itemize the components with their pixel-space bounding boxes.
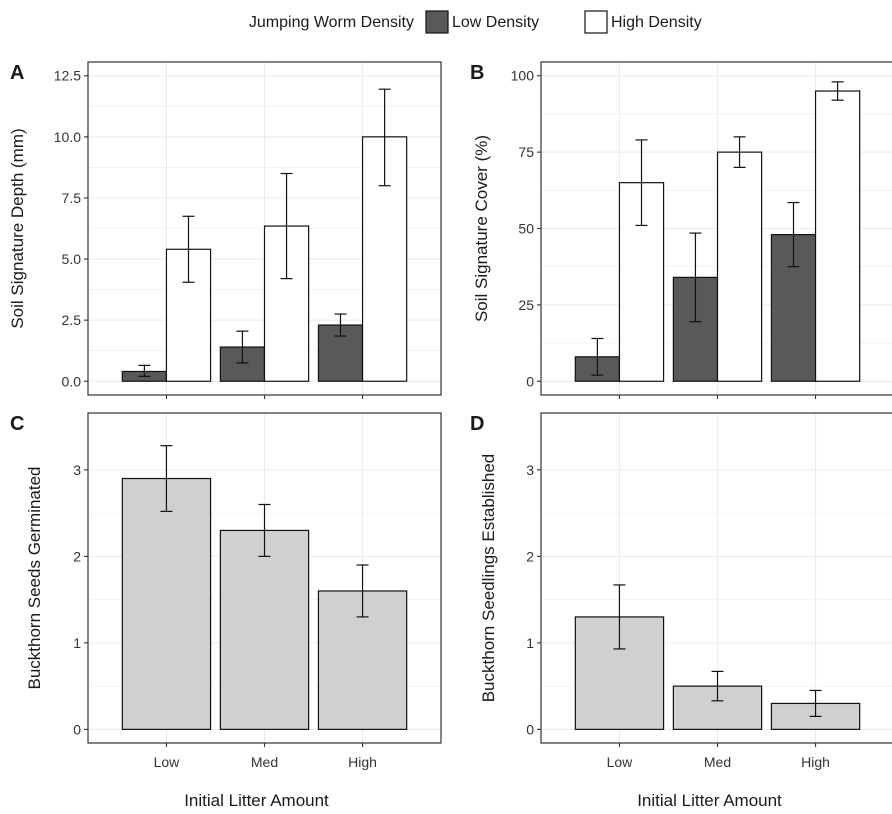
x-tick-label: Med <box>704 754 731 770</box>
panel-letter: B <box>470 62 484 84</box>
y-tick-label: 10.0 <box>54 129 81 145</box>
legend-label-low-density: Low Density <box>452 14 539 31</box>
legend-key-high-density <box>584 10 608 34</box>
y-tick-label: 0 <box>526 721 534 737</box>
y-tick-label: 0 <box>526 373 534 389</box>
y-tick-label: 2.5 <box>62 312 82 328</box>
panel-c: 0 1 2 3 Low Med High Buckthorn Seeds Germinated… <box>10 412 442 810</box>
x-tick-label: High <box>801 754 830 770</box>
legend: Jumping Worm Density Low Density High De… <box>249 10 702 34</box>
y-tick-label: 7.5 <box>62 190 82 206</box>
bar <box>814 90 861 382</box>
legend-key-low-density <box>425 10 449 34</box>
panel-letter: C <box>10 413 24 435</box>
y-tick-label: 3 <box>73 462 81 478</box>
y-tick-label: 100 <box>511 68 535 84</box>
y-tick-label: 75 <box>518 144 534 160</box>
y-tick-label: 5.0 <box>62 251 82 267</box>
x-tick-label: High <box>348 754 377 770</box>
bar <box>219 529 310 730</box>
y-axis-label: Soil Signature Depth (mm) <box>8 128 27 328</box>
y-tick-label: 2 <box>526 548 534 564</box>
panel-a: 0.0 2.5 5.0 7.5 10.0 12.5 Soil Signature Depth… <box>8 61 442 399</box>
panel-b: 0 25 50 75 100 Soil Signature Cover (%) B <box>470 61 892 399</box>
y-axis-label: Soil Signature Cover (%) <box>472 135 491 322</box>
y-axis-label: Buckthorn Seeds Germinated <box>25 466 44 689</box>
x-axis-label: Initial Litter Amount <box>637 791 782 809</box>
y-tick-label: 50 <box>518 221 534 237</box>
y-tick-label: 1 <box>73 635 81 651</box>
legend-label-high-density: High Density <box>611 14 702 31</box>
y-tick-label: 25 <box>518 297 534 313</box>
panel-letter: D <box>470 413 484 435</box>
legend-title: Jumping Worm Density <box>249 14 414 31</box>
x-tick-label: Med <box>251 754 278 770</box>
y-tick-label: 3 <box>526 462 534 478</box>
y-tick-label: 12.5 <box>54 68 81 84</box>
y-tick-label: 2 <box>73 548 81 564</box>
y-tick-label: 0 <box>73 721 81 737</box>
x-tick-label: Low <box>607 754 634 770</box>
y-tick-label: 0.0 <box>62 373 82 389</box>
bar <box>716 151 763 382</box>
bar <box>121 477 212 730</box>
x-tick-label: Low <box>154 754 181 770</box>
x-axis-label: Initial Litter Amount <box>184 791 329 809</box>
y-tick-label: 1 <box>526 635 534 651</box>
panel-letter: A <box>10 62 24 84</box>
bar <box>219 346 266 382</box>
panel-d: 0 1 2 3 Low Med High Buckthorn Seedlings Establ… <box>470 412 892 810</box>
y-axis-label: Buckthorn Seedlings Established <box>479 454 498 703</box>
